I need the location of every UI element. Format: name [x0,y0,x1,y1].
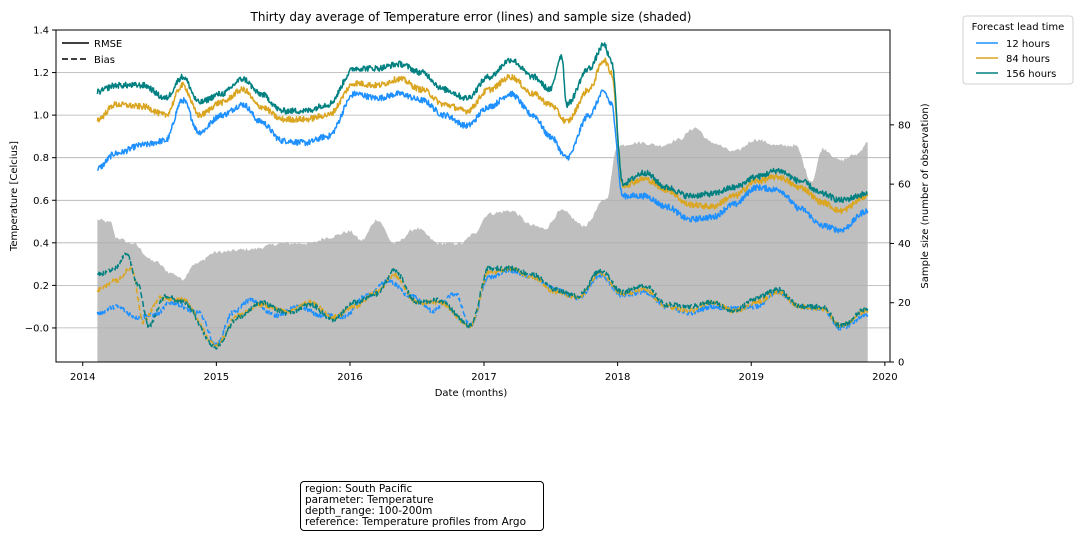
y-axis-label: Temperature [Celcius] [9,141,20,252]
x-tick-label-5: 2019 [739,372,764,383]
y2-tick-label-1: 20 [898,298,911,309]
style-legend: RMSE Bias [62,39,122,66]
legend-rmse-label: RMSE [94,39,122,50]
series-0-bias-line [96,267,869,348]
sample-size-shading-layer [97,127,868,362]
y2-axis-label: Sample size (number of observation) [920,103,931,288]
sample-size-area [97,127,868,362]
y2-tick-label-3: 60 [898,180,911,191]
lead-time-legend: Forecast lead time 12 hours 84 hours 156… [962,15,1074,85]
info-depth-range: depth_range: 100-200m [305,505,433,517]
grid-layer [56,29,890,329]
info-box: region: South Pacific parameter: Tempera… [300,481,544,531]
series-1-rmse-line [96,57,869,215]
y2-tick-label-2: 40 [898,239,911,250]
y-tick-label-0: −0.0 [25,323,49,334]
x-tick-label-6: 2020 [872,372,897,383]
y2-tick-label-0: 0 [898,358,904,369]
y-tick-label-6: 1.2 [33,68,49,79]
y-tick-label-5: 1.0 [33,111,49,122]
legend-bias-label: Bias [94,55,115,66]
x-tick-label-4: 2018 [605,372,630,383]
y-tick-label-1: 0.2 [33,281,49,292]
x-tick-label-3: 2017 [471,372,496,383]
legend-label-12h: 12 hours [1006,39,1050,50]
y-tick-label-4: 0.8 [33,153,49,164]
y-tick-label-7: 1.4 [33,26,49,37]
y2-tick-label-4: 80 [898,120,911,131]
series-2-bias-line [96,251,869,350]
series-0-rmse-line [97,89,869,234]
x-tick-label-0: 2014 [70,372,95,383]
y-tick-label-3: 0.6 [33,196,49,207]
info-region: region: South Pacific [305,483,413,495]
y-tick-label-2: 0.4 [33,238,49,249]
legend-label-156h: 156 hours [1006,69,1056,80]
plot-frame [55,29,891,363]
x-tick-label-1: 2015 [204,372,229,383]
legend-label-84h: 84 hours [1006,54,1050,65]
series-2-rmse-line [96,42,868,203]
ticks-layer: 2014 2015 2016 2017 2018 2019 2020 −0.0 0.2 0.4 0.… [25,26,911,384]
legend-title: Forecast lead time [972,22,1065,33]
x-tick-label-2: 2016 [337,372,362,383]
series-1-bias-line [96,265,869,348]
info-parameter: parameter: Temperature [305,494,434,506]
chart-title: Thirty day average of Temperature error … [250,10,692,24]
info-reference: reference: Temperature profiles from Arg… [305,516,527,528]
x-axis-label: Date (months) [435,388,508,399]
legend-box [962,15,1074,85]
series-lines-layer [96,42,869,350]
